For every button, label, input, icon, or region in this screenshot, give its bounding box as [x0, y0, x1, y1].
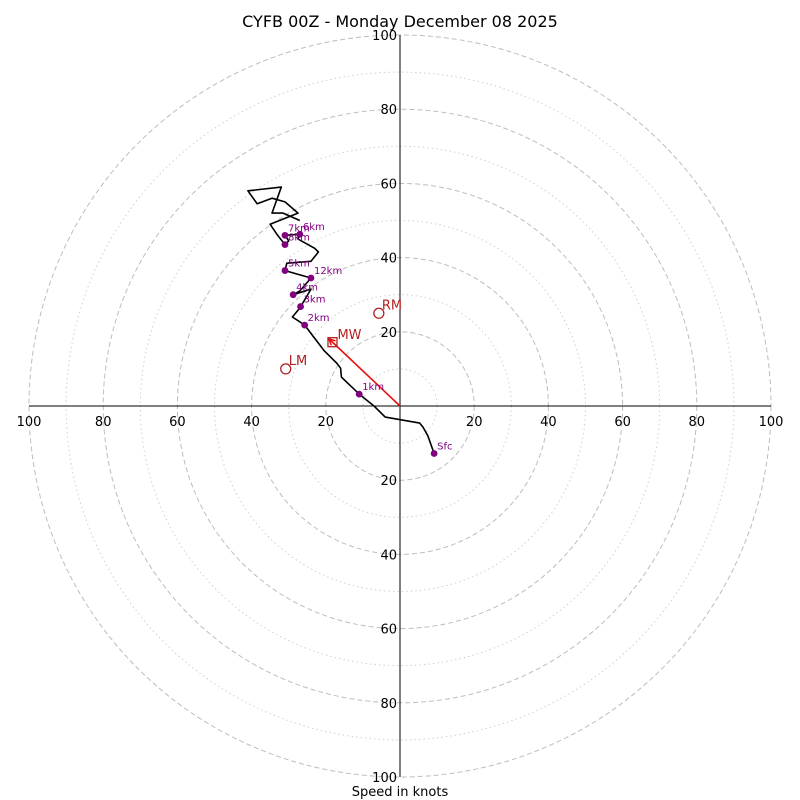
tick-label: 60 — [614, 415, 631, 430]
tick-label: 20 — [380, 474, 397, 489]
height-point — [301, 321, 309, 329]
tick-label: 80 — [95, 415, 112, 430]
wind-profile — [247, 186, 435, 454]
height-label: 6km — [303, 222, 325, 233]
tick-label: 20 — [466, 415, 483, 430]
tick-label: 80 — [380, 697, 397, 712]
height-label: 1km — [362, 382, 384, 393]
tick-label: 80 — [380, 103, 397, 118]
tick-label: 60 — [380, 177, 397, 192]
height-point — [281, 231, 289, 239]
height-point — [307, 274, 315, 282]
height-point — [281, 241, 289, 249]
tick-label: 100 — [372, 29, 397, 44]
height-label: 12km — [314, 266, 342, 277]
height-point — [289, 291, 297, 299]
mean-wind-marker — [327, 337, 338, 348]
height-point — [281, 267, 289, 274]
height-label: 4km — [296, 283, 318, 294]
tick-label: 40 — [540, 415, 557, 430]
shear-vector-arrowhead — [327, 337, 336, 346]
height-label: Sfc — [437, 441, 452, 452]
right-mover-marker — [373, 307, 385, 319]
hodograph-trace — [247, 186, 435, 454]
tick-label: 60 — [380, 623, 397, 638]
tick-label: 40 — [380, 548, 397, 563]
storm-motion: MW RM LM — [280, 298, 402, 407]
mean-wind-label: MW — [337, 328, 361, 343]
height-label: 2km — [308, 313, 330, 324]
height-point — [297, 303, 304, 310]
height-point — [355, 390, 363, 398]
height-label: 7km — [288, 223, 310, 234]
left-mover-label: LM — [289, 354, 307, 369]
tick-labels: 20 20 20 20 40 40 40 40 60 60 60 60 80 80 80 80 100 100 10… — [17, 29, 784, 786]
height-point — [296, 230, 304, 238]
tick-label: 20 — [380, 326, 397, 341]
height-point — [430, 450, 438, 457]
tick-label: 20 — [318, 415, 335, 430]
tick-label: 60 — [169, 415, 186, 430]
tick-label: 80 — [689, 415, 706, 430]
tick-label: 40 — [243, 415, 260, 430]
x-axis-label: Speed in knots — [352, 785, 449, 800]
left-mover-marker — [280, 363, 292, 375]
tick-label: 100 — [17, 415, 42, 430]
right-mover-label: RM — [382, 298, 402, 313]
shear-vector — [328, 338, 401, 407]
tick-label: 100 — [372, 771, 397, 786]
chart-title: CYFB 00Z - Monday December 08 2025 — [242, 12, 558, 31]
height-label: 5km — [288, 259, 310, 270]
height-label: 8km — [288, 233, 310, 244]
tick-label: 100 — [759, 415, 784, 430]
height-label: 3km — [304, 295, 326, 306]
tick-label: 40 — [380, 252, 397, 267]
